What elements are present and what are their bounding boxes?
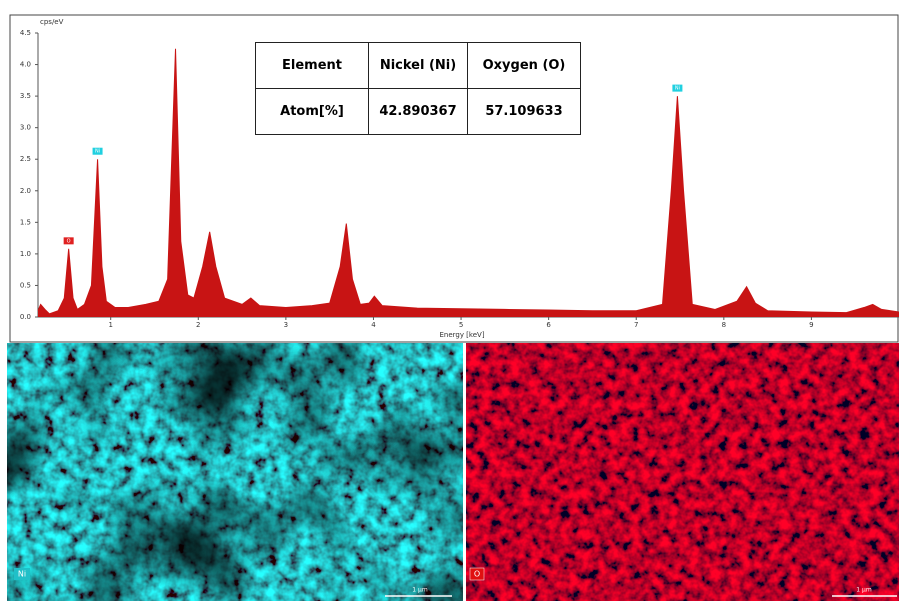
y-tick-label: 2.5 xyxy=(20,155,31,163)
x-tick-label: 3 xyxy=(284,321,288,329)
y-tick-label: 0.0 xyxy=(20,313,31,321)
x-tick-label: 7 xyxy=(634,321,638,329)
y-tick-label: 3.0 xyxy=(20,124,31,132)
x-tick-label: 6 xyxy=(546,321,551,329)
x-tick-label: 9 xyxy=(809,321,813,329)
y-tick-label: 4.0 xyxy=(20,61,31,69)
spectrum-fill xyxy=(38,48,899,318)
table-cell: Atom[%] xyxy=(255,88,369,135)
y-tick-label: 1.5 xyxy=(20,218,31,226)
ni-map-tag xyxy=(14,568,30,580)
y-tick-label: 4.5 xyxy=(20,29,31,37)
o-map-tag xyxy=(469,567,485,581)
result-table: Element Nickel (Ni) Oxygen (O) Atom[%] 4… xyxy=(255,42,581,135)
y-tick-label: 0.5 xyxy=(20,281,31,289)
o-map xyxy=(466,343,899,601)
o-map-label: O xyxy=(474,570,480,579)
spectrum-line xyxy=(37,48,899,315)
o-scale-label: 1 µm xyxy=(856,587,872,594)
x-tick-label: 4 xyxy=(371,321,376,329)
x-tick-label: 1 xyxy=(108,321,112,329)
x-tick-label: 5 xyxy=(459,321,463,329)
table-header: Element Nickel (Ni) Oxygen (O) xyxy=(255,42,581,89)
peak-label: Ni xyxy=(675,86,680,92)
peak-tag xyxy=(672,84,683,92)
table-cell: 42.890367 xyxy=(368,88,468,135)
ni-scale-label: 1 µm xyxy=(412,587,428,594)
y-tick-label: 1.0 xyxy=(20,250,31,258)
header-cell: Nickel (Ni) xyxy=(368,42,468,89)
table-cell: 57.109633 xyxy=(467,88,581,135)
y-axis-label: cps/eV xyxy=(40,18,64,26)
x-tick-label: 8 xyxy=(722,321,726,329)
peak-tag xyxy=(92,147,103,155)
peak-label: Ni xyxy=(95,149,100,155)
y-tick-label: 3.5 xyxy=(20,92,31,100)
table-row: Atom[%] 42.890367 57.109633 xyxy=(255,88,581,135)
header-cell: Oxygen (O) xyxy=(467,42,581,89)
x-tick-label: 2 xyxy=(196,321,200,329)
peak-label: O xyxy=(67,238,71,244)
ni-map-shade xyxy=(7,343,463,601)
x-axis-label: Energy [keV] xyxy=(439,331,484,339)
peak-tag xyxy=(63,237,74,245)
header-cell: Element xyxy=(255,42,369,89)
y-tick-label: 2.0 xyxy=(20,187,31,195)
ni-map-label: Ni xyxy=(18,570,26,579)
